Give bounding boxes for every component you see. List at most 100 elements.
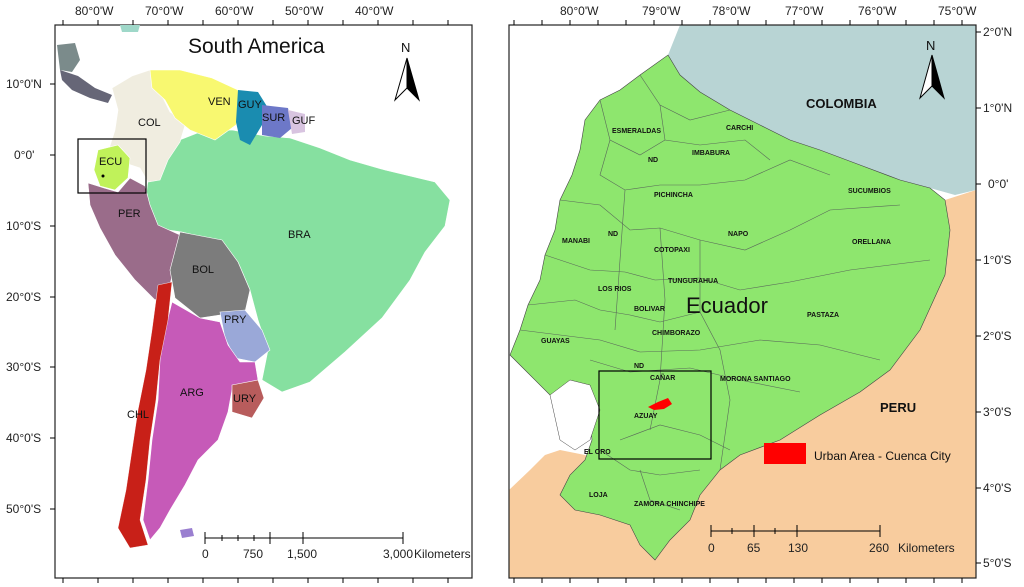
left-lat-tick-4: 30°0'S: [6, 360, 41, 374]
right-map-frame: [508, 24, 977, 579]
left-lon-tick-4: 40°0'W: [355, 4, 394, 18]
left-scale-label-0: 0: [202, 547, 209, 561]
label-morona-santiago: MORONA SANTIAGO: [720, 376, 791, 383]
argentina-shape: [142, 301, 259, 541]
left-north-arrow-icon: N: [393, 40, 421, 102]
right-scale-label-3: 260: [869, 541, 889, 555]
caribbean-shape: [120, 25, 140, 32]
label-guayas: GUAYAS: [541, 338, 570, 345]
panama-shape: [60, 70, 112, 103]
left-lon-tick-3: 50°0'W: [285, 4, 324, 18]
left-scale-unit: Kilometers: [414, 547, 471, 561]
venezuela-shape: [149, 69, 243, 141]
label-peru: PERU: [880, 400, 916, 415]
label-ecu: ECU: [99, 156, 122, 168]
left-lat-tick-5: 40°0'S: [6, 431, 41, 445]
left-lat-tick-3: 20°0'S: [6, 290, 41, 304]
brazil-shape: [144, 129, 451, 393]
ecuador-map: COLOMBIA PERU ESMERALDAS CARCHI IMBABURA…: [508, 4, 1012, 583]
label-el-oro: EL ORO: [584, 449, 611, 456]
label-esmeraldas: ESMERALDAS: [612, 128, 661, 135]
label-arg: ARG: [180, 387, 204, 399]
left-scale-label-3: 3,000: [383, 547, 413, 561]
label-canar: CAÑAR: [650, 373, 675, 382]
label-nd-3: ND: [634, 363, 644, 370]
right-scale-unit: Kilometers: [898, 541, 955, 555]
label-guf: GUF: [292, 115, 316, 127]
right-map-title: Ecuador: [686, 293, 768, 318]
ecuador-mainland-shape: [509, 54, 951, 561]
gulf-water-shape: [549, 379, 601, 451]
right-scale-label-1: 65: [747, 541, 761, 555]
label-imbabura: IMBABURA: [692, 150, 730, 157]
left-scale-bar: 0 750 1,500 3,000 Kilometers: [202, 532, 471, 561]
label-pichincha: PICHINCHA: [654, 192, 693, 199]
label-napo: NAPO: [728, 231, 749, 238]
study-area-box: [598, 370, 712, 460]
left-map-title: South America: [188, 35, 325, 58]
label-azuay: AZUAY: [634, 413, 658, 420]
label-bra: BRA: [288, 229, 311, 241]
left-north-label: N: [401, 40, 410, 55]
ecuador-inset-box: [77, 138, 147, 194]
suriname-shape: [262, 105, 292, 138]
right-scale-bar: 0 65 130 260 Kilometers: [708, 525, 955, 555]
left-lat-tick-0: 10°0'N: [6, 77, 42, 91]
left-lat-tick-6: 50°0'S: [6, 502, 41, 516]
cuenca-point: [101, 174, 105, 178]
right-lon-ticks-bottom: [513, 578, 963, 583]
label-bolivar: BOLIVAR: [634, 306, 665, 313]
label-ury: URY: [233, 393, 257, 405]
guyana-shape: [236, 90, 268, 145]
chile-shape: [117, 281, 173, 549]
left-lon-tick-0: 80°0'W: [75, 4, 114, 18]
left-lon-ticks-top: 80°0'W 70°0'W 60°0'W 50°0'W 40°0'W: [62, 4, 449, 25]
right-lat-tick-4: 2°0'S: [983, 329, 1011, 343]
right-scale-label-2: 130: [788, 541, 808, 555]
label-nd-2: ND: [608, 231, 618, 238]
colombia-region-shape: [668, 25, 976, 195]
label-orellana: ORELLANA: [852, 239, 891, 246]
left-scale-label-1: 750: [243, 547, 263, 561]
label-sur: SUR: [262, 112, 285, 124]
left-lat-tick-1: 0°0': [14, 148, 34, 162]
falklands-shape: [180, 528, 194, 538]
central-america-shape: [57, 43, 80, 72]
right-lat-tick-1: 1°0'N: [983, 101, 1012, 115]
label-sucumbios: SUCUMBIOS: [848, 188, 891, 195]
label-bol: BOL: [192, 264, 214, 276]
left-scale-label-2: 1,500: [287, 547, 317, 561]
right-lat-ticks: 2°0'N 1°0'N 0°0' 1°0'S 2°0'S 3°0'S 4°0'S…: [976, 25, 1012, 570]
label-chl: CHL: [127, 409, 149, 421]
uruguay-shape: [231, 379, 265, 419]
label-chimborazo: CHIMBORAZO: [652, 330, 701, 337]
right-lon-tick-3: 77°0'W: [785, 4, 824, 18]
right-lat-tick-6: 4°0'S: [983, 481, 1011, 495]
province-boundaries: [519, 74, 931, 511]
right-lon-ticks-top: 80°0'W 79°0'W 78°0'W 77°0'W 76°0'W 75°0'…: [513, 4, 977, 25]
label-per: PER: [118, 208, 141, 220]
legend-urban-label: Urban Area - Cuenca City: [814, 449, 951, 463]
label-nd-1: ND: [648, 157, 658, 164]
left-lat-tick-2: 10°0'S: [6, 219, 41, 233]
label-pry: PRY: [224, 314, 247, 326]
right-lon-tick-1: 79°0'W: [642, 4, 681, 18]
cuenca-urban-area-shape: [648, 398, 672, 410]
label-carchi: CARCHI: [726, 125, 753, 132]
right-lon-tick-2: 78°0'W: [712, 4, 751, 18]
right-scale-label-0: 0: [708, 541, 715, 555]
right-lon-tick-4: 76°0'W: [858, 4, 897, 18]
label-cotopaxi: COTOPAXI: [654, 247, 690, 254]
right-lat-tick-5: 3°0'S: [983, 405, 1011, 419]
left-lon-tick-1: 70°0'W: [145, 4, 184, 18]
label-zamora-chinchipe: ZAMORA CHINCHIPE: [634, 501, 705, 508]
right-lat-tick-2: 0°0': [988, 177, 1008, 191]
right-lon-tick-0: 80°0'W: [560, 4, 599, 18]
right-north-label: N: [926, 38, 935, 53]
right-lat-tick-0: 2°0'N: [983, 25, 1012, 39]
south-america-map: COL VEN GUY SUR GUF ECU PER BRA BOL PRY …: [6, 4, 473, 583]
french-guiana-shape: [288, 110, 305, 134]
label-manabi: MANABI: [562, 238, 590, 245]
right-lon-tick-5: 75°0'W: [938, 4, 977, 18]
label-tungurahua: TUNGURAHUA: [668, 278, 718, 285]
